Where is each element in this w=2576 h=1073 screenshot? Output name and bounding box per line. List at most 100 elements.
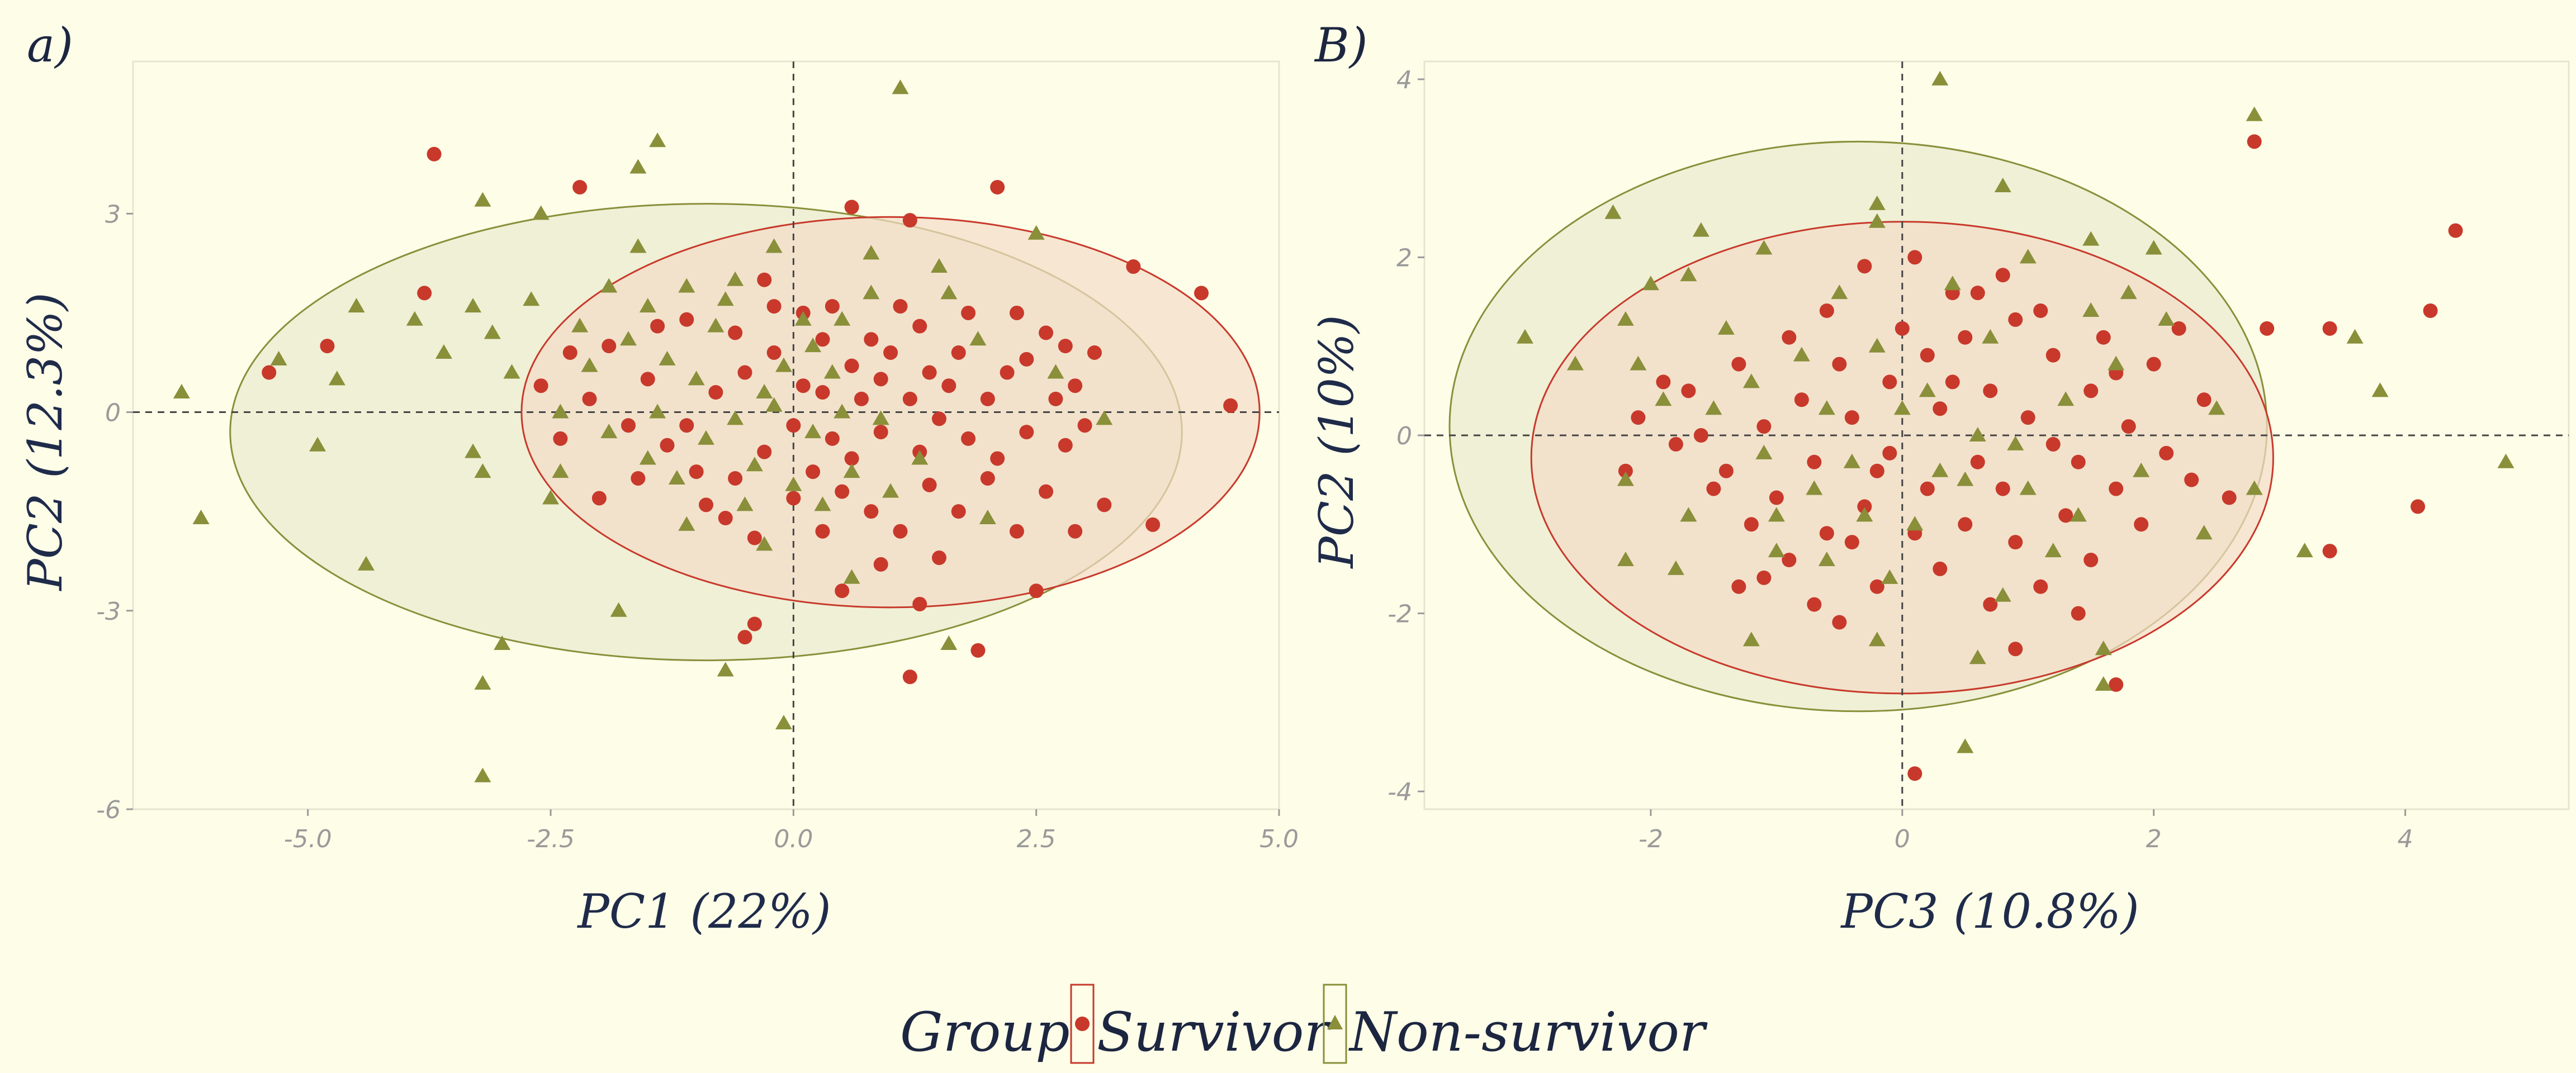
panel-b-point-survivor xyxy=(2096,330,2111,345)
panel-b-point-non-survivor xyxy=(1617,471,1634,486)
panel-b-point-non-survivor xyxy=(1692,222,1710,237)
panel-a-point-non-survivor xyxy=(756,536,773,551)
panel-b-point-non-survivor xyxy=(1717,320,1735,335)
panel-b-point-non-survivor xyxy=(1831,284,1848,300)
panel-b-point-non-survivor xyxy=(2346,329,2364,344)
panel-a-point-survivor xyxy=(572,179,588,194)
panel-b-point-survivor xyxy=(1731,357,1746,372)
panel-a-point-survivor xyxy=(922,477,937,492)
panel-b-point-survivor xyxy=(1920,481,1935,496)
panel-b-point-non-survivor xyxy=(2095,640,2112,656)
panel-a-y-tick-label: -3 xyxy=(96,597,121,626)
panel-a-point-non-survivor xyxy=(746,457,763,472)
panel-a-point-survivor xyxy=(835,484,850,499)
panel-b-point-non-survivor xyxy=(1755,444,1773,459)
panel-b-point-non-survivor xyxy=(1818,552,1835,566)
panel-b-point-survivor xyxy=(1618,463,1633,478)
panel-a-point-non-survivor xyxy=(804,424,822,439)
legend-non-survivor-marker xyxy=(1327,1015,1343,1029)
panel-a-point-survivor xyxy=(1068,524,1083,539)
panel-b-point-non-survivor xyxy=(1630,355,1647,371)
panel-a-point-survivor xyxy=(912,319,927,334)
panel-b-point-non-survivor xyxy=(2044,543,2062,558)
panel-a-point-survivor xyxy=(1087,345,1102,360)
panel-b-point-non-survivor xyxy=(1742,632,1760,647)
panel-a-point-non-survivor xyxy=(474,192,491,207)
panel-a-point-non-survivor xyxy=(765,397,783,412)
panel-a-point-survivor xyxy=(902,391,917,406)
panel-a-point-survivor xyxy=(562,345,577,360)
panel-b-point-survivor xyxy=(2322,544,2337,559)
panel-a-point-survivor xyxy=(1126,259,1141,274)
panel-b-point-non-survivor xyxy=(1617,311,1634,326)
panel-a-point-survivor xyxy=(621,418,636,433)
panel-a-point-non-survivor xyxy=(834,311,851,326)
panel-b-point-survivor xyxy=(1970,286,1985,301)
panel-a-point-survivor xyxy=(650,319,665,334)
legend-survivor-marker xyxy=(1075,1017,1090,1031)
panel-b-point-non-survivor xyxy=(2120,284,2137,300)
panel-a-point-non-survivor xyxy=(863,284,880,300)
panel-a-point-non-survivor xyxy=(1047,364,1064,379)
panel-b-point-non-survivor xyxy=(2057,391,2075,406)
panel-b-point-non-survivor xyxy=(2208,400,2225,415)
panel-a-point-survivor xyxy=(844,358,859,373)
panel-a-x-tick-label: -2.5 xyxy=(527,825,575,853)
panel-b-point-non-survivor xyxy=(1667,560,1684,575)
legend-survivor-label: Survivor xyxy=(1097,1001,1332,1063)
panel-a-point-non-survivor xyxy=(698,430,714,445)
panel-b-point-survivor xyxy=(1857,259,1872,274)
panel-b-point-survivor xyxy=(2109,481,2124,496)
panel-a-point-non-survivor xyxy=(309,436,326,452)
panel-a-point-survivor xyxy=(747,530,762,545)
panel-a-point-survivor xyxy=(1019,425,1034,440)
panel-a-point-non-survivor xyxy=(552,463,569,478)
panel-b-point-survivor xyxy=(1756,570,1772,585)
panel-a-point-non-survivor xyxy=(552,403,569,419)
panel-b-point-survivor xyxy=(1983,597,1998,612)
panel-a-point-survivor xyxy=(679,418,694,433)
panel-a-point-survivor xyxy=(640,372,655,387)
panel-a-point-survivor xyxy=(990,179,1005,194)
panel-b-point-survivor xyxy=(1907,766,1922,781)
panel-b-point-non-survivor xyxy=(1957,471,1974,486)
panel-a-point-survivor xyxy=(1223,398,1238,413)
panel-b-point-non-survivor xyxy=(2133,462,2150,477)
panel-a-plot-frame xyxy=(132,60,1280,810)
panel-a-point-non-survivor xyxy=(678,516,695,531)
panel-a-point-non-survivor xyxy=(649,132,666,148)
panel-a-point-survivor xyxy=(737,630,752,645)
panel-a-y-tick-label: -6 xyxy=(96,796,121,824)
panel-b-point-non-survivor xyxy=(2070,507,2087,522)
panel-a-point-non-survivor xyxy=(940,635,958,650)
panel-b-point-survivor xyxy=(1819,526,1834,541)
panel-b-point-survivor xyxy=(2020,410,2035,425)
panel-a-point-survivor xyxy=(825,299,840,314)
panel-b-y-tick-label: 2 xyxy=(1396,244,1412,272)
panel-b-point-non-survivor xyxy=(1856,507,1873,522)
panel-b-y-tick-label: 0 xyxy=(1396,422,1412,450)
panel-b-point-non-survivor xyxy=(1793,346,1810,362)
panel-b-point-non-survivor xyxy=(2158,311,2175,326)
panel-a-point-survivor xyxy=(262,365,277,380)
panel-b-point-survivor xyxy=(1895,321,1910,336)
panel-a-point-non-survivor xyxy=(756,384,773,399)
panel-a-point-non-survivor xyxy=(736,496,754,511)
panel-a-point-survivor xyxy=(427,146,442,162)
panel-a-point-non-survivor xyxy=(794,311,812,326)
panel-a-point-survivor xyxy=(931,550,946,566)
panel-a-point-survivor xyxy=(1058,339,1073,354)
panel-b-point-survivor xyxy=(1995,481,2010,496)
panel-b-point-survivor xyxy=(1819,303,1834,318)
panel-a-point-survivor xyxy=(553,431,568,446)
panel-a: a) -5.0 -2.5 0.0 2.5 5.0 -6 -3 0 3 PC1 (22%) PC2… xyxy=(18,18,1299,939)
panel-b-point-non-survivor xyxy=(2019,480,2037,495)
panel-b-point-non-survivor xyxy=(1868,338,1886,353)
panel-b-point-non-survivor xyxy=(1994,178,2011,192)
panel-b-point-survivor xyxy=(1656,374,1671,390)
panel-a-point-non-survivor xyxy=(542,490,560,505)
panel-a-ellipse-survivor xyxy=(520,216,1261,609)
panel-b-point-non-survivor xyxy=(1806,480,1823,495)
panel-b-plot-area: -2 0 2 4 -4 -2 0 2 4 xyxy=(1388,60,2570,853)
panel-a-point-survivor xyxy=(873,557,888,572)
